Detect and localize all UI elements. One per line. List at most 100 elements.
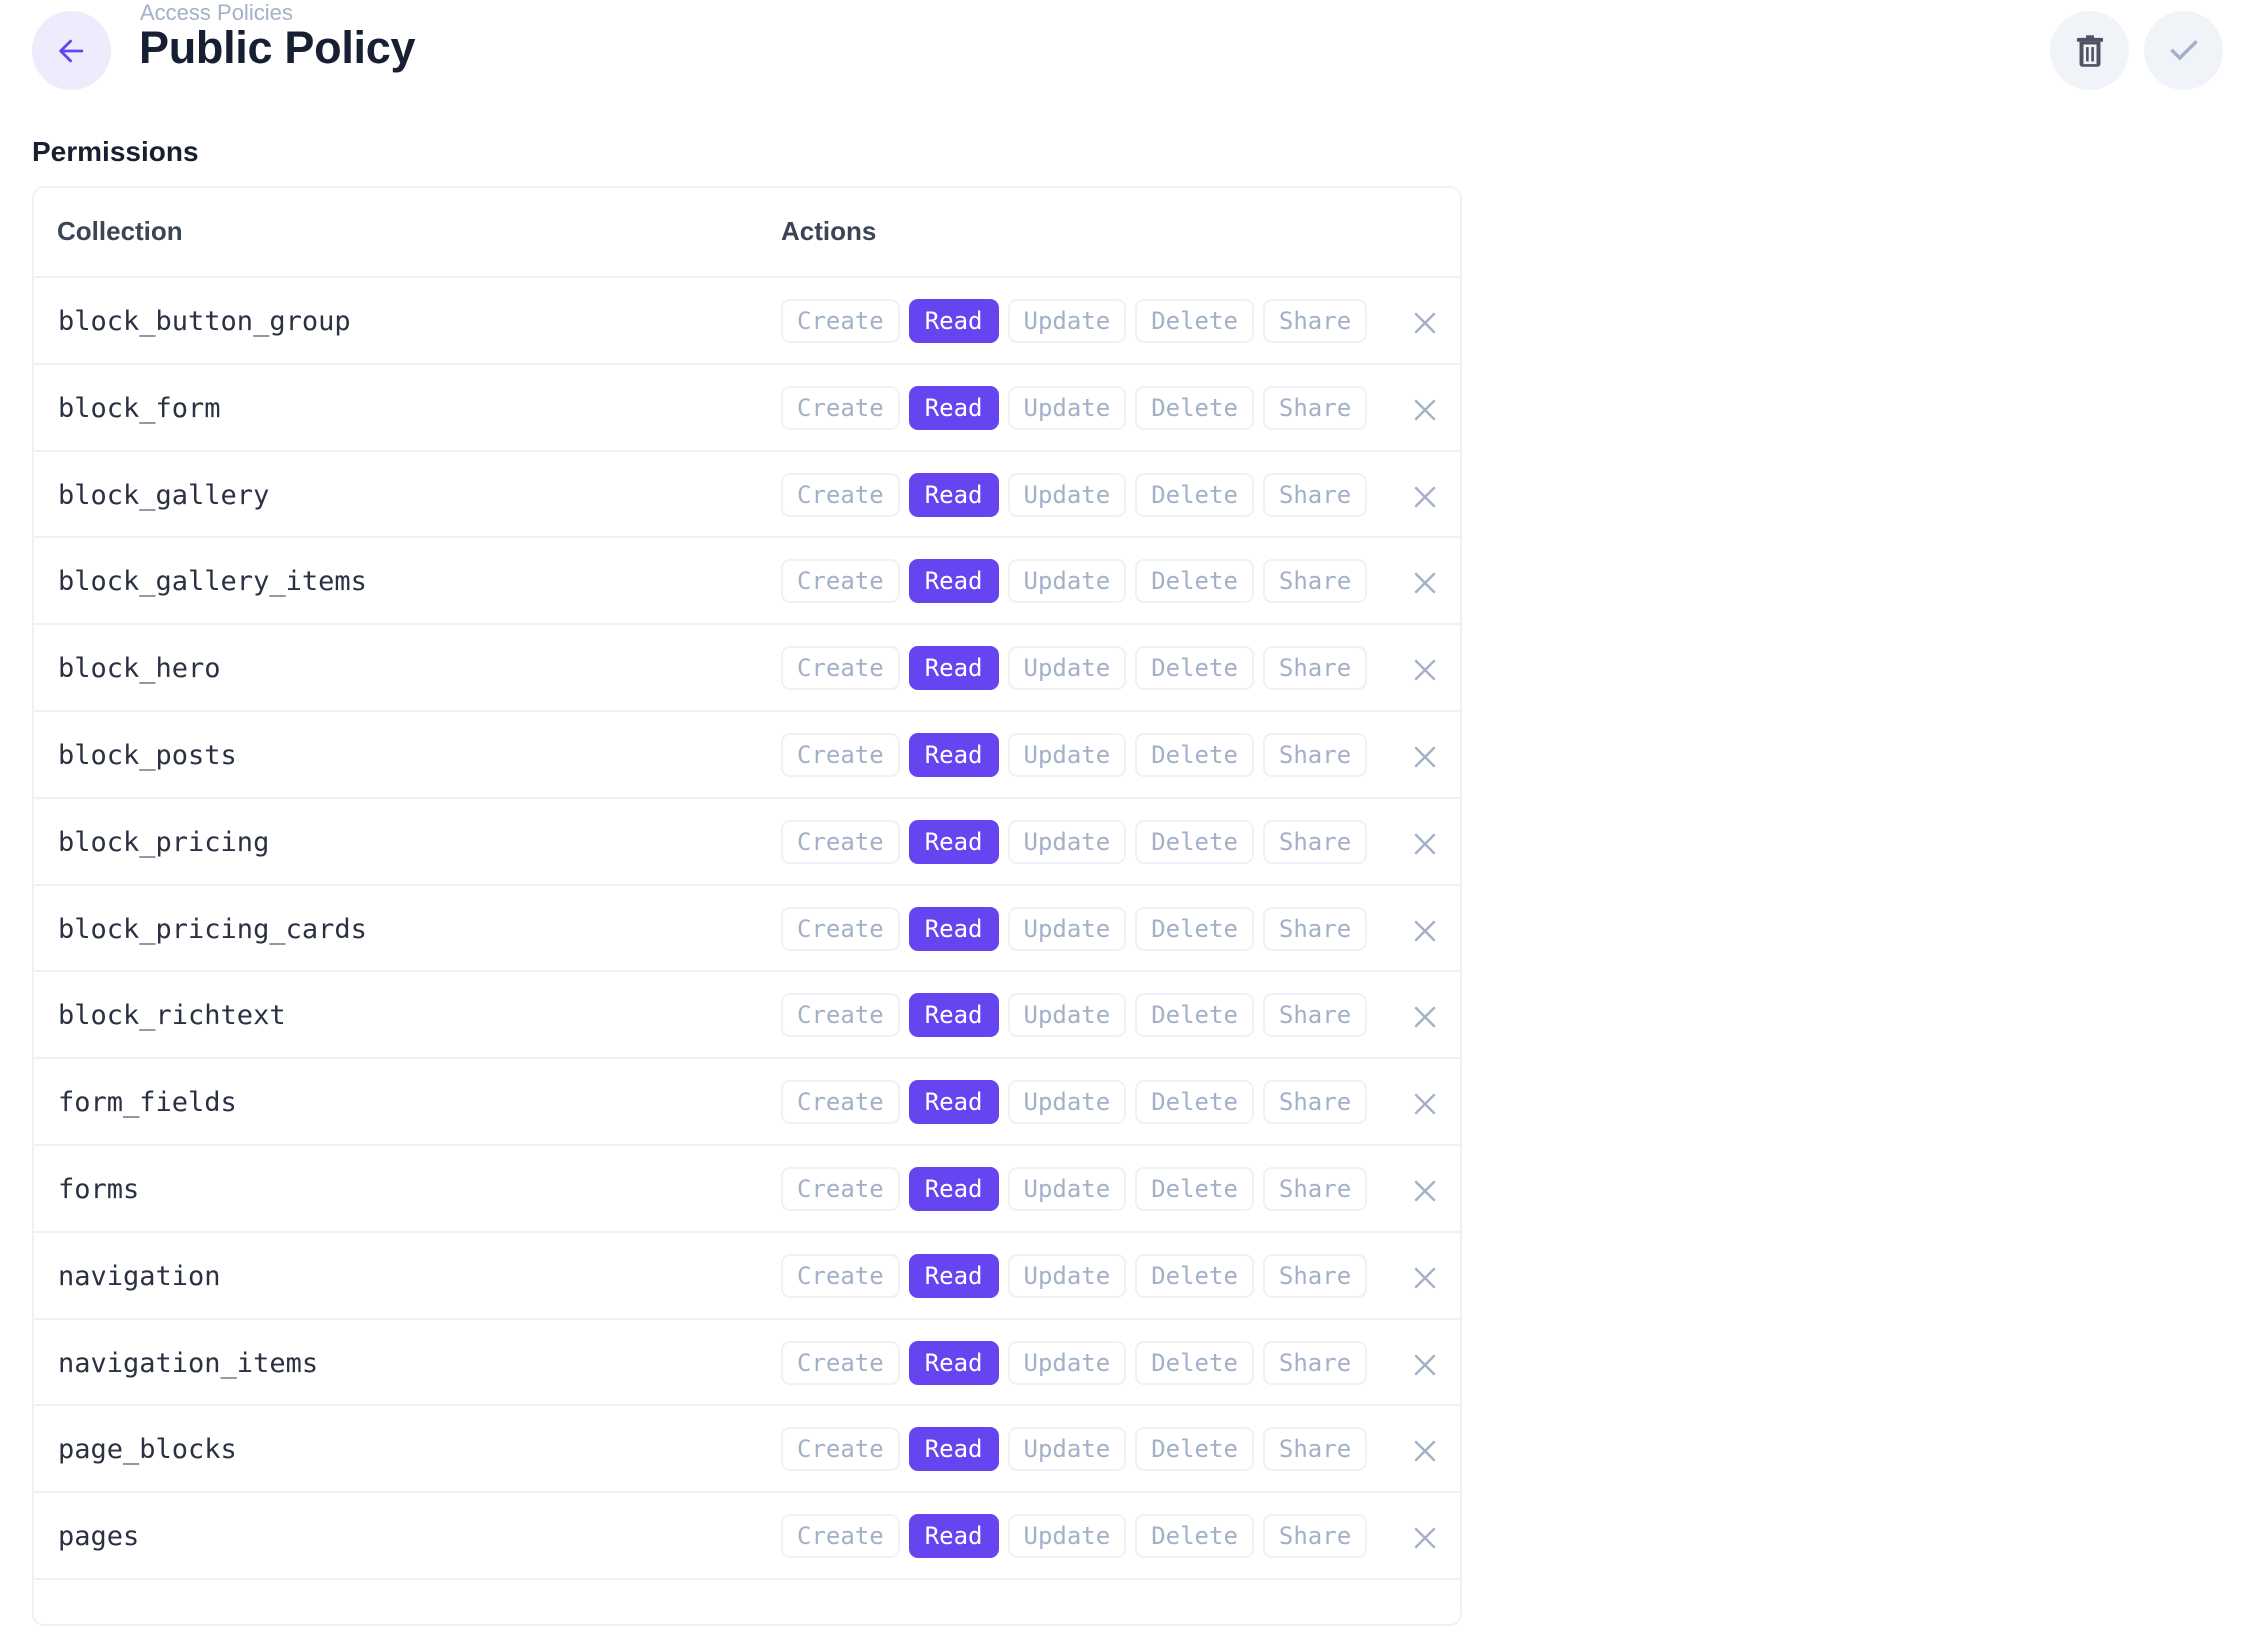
action-toggle-share[interactable]: Share (1262, 472, 1368, 517)
close-icon[interactable] (1412, 918, 1438, 944)
action-toggle-create[interactable]: Create (781, 1080, 900, 1125)
action-toggle-read[interactable]: Read (908, 299, 999, 343)
action-toggle-share[interactable]: Share (1262, 385, 1368, 430)
action-toggle-delete[interactable]: Delete (1135, 906, 1254, 951)
close-icon[interactable] (1412, 1352, 1438, 1378)
action-toggle-delete[interactable]: Delete (1135, 1340, 1254, 1385)
action-toggle-read[interactable]: Read (908, 472, 999, 517)
table-row: page_blocks Create Read Update Delete Share (34, 1406, 1460, 1494)
save-button[interactable] (2144, 11, 2223, 90)
action-toggle-update[interactable]: Update (1007, 732, 1127, 777)
close-icon[interactable] (1412, 1525, 1438, 1551)
action-toggle-update[interactable]: Update (1007, 559, 1127, 604)
action-toggle-update[interactable]: Update (1007, 385, 1127, 430)
action-toggle-create[interactable]: Create (781, 906, 900, 951)
close-icon[interactable] (1412, 310, 1438, 336)
close-icon[interactable] (1412, 1091, 1438, 1117)
action-toggle-share[interactable]: Share (1262, 1253, 1368, 1298)
action-toggle-update[interactable]: Update (1007, 646, 1127, 691)
action-toggle-delete[interactable]: Delete (1135, 1427, 1254, 1472)
action-toggle-delete[interactable]: Delete (1135, 472, 1254, 517)
action-toggle-update[interactable]: Update (1007, 299, 1127, 343)
action-toggle-delete[interactable]: Delete (1135, 385, 1254, 430)
close-icon[interactable] (1412, 397, 1438, 423)
collection-name: block_pricing (58, 826, 270, 858)
close-icon[interactable] (1412, 1438, 1438, 1464)
action-toggle-update[interactable]: Update (1007, 1514, 1127, 1559)
action-toggle-read[interactable]: Read (908, 819, 999, 864)
action-toggle-update[interactable]: Update (1007, 906, 1127, 951)
collection-name: block_posts (58, 739, 237, 771)
action-toggle-update[interactable]: Update (1007, 1080, 1127, 1125)
action-toggle-read[interactable]: Read (908, 559, 999, 604)
action-toggle-update[interactable]: Update (1007, 472, 1127, 517)
action-toggle-read[interactable]: Read (908, 1253, 999, 1298)
action-toggle-delete[interactable]: Delete (1135, 1514, 1254, 1559)
action-toggle-create[interactable]: Create (781, 472, 900, 517)
action-toggle-create[interactable]: Create (781, 385, 900, 430)
action-toggle-update[interactable]: Update (1007, 1253, 1127, 1298)
action-toggle-share[interactable]: Share (1262, 732, 1368, 777)
action-toggle-share[interactable]: Share (1262, 906, 1368, 951)
action-toggle-read[interactable]: Read (908, 385, 999, 430)
action-toggle-read[interactable]: Read (908, 646, 999, 691)
action-toggle-delete[interactable]: Delete (1135, 732, 1254, 777)
action-toggle-share[interactable]: Share (1262, 819, 1368, 864)
action-toggle-update[interactable]: Update (1007, 1427, 1127, 1472)
action-toggle-delete[interactable]: Delete (1135, 993, 1254, 1038)
action-toggle-read[interactable]: Read (908, 1427, 999, 1472)
action-toggle-read[interactable]: Read (908, 993, 999, 1038)
action-toggle-share[interactable]: Share (1262, 1427, 1368, 1472)
action-toggle-read[interactable]: Read (908, 906, 999, 951)
action-toggle-create[interactable]: Create (781, 559, 900, 604)
action-toggle-create[interactable]: Create (781, 1340, 900, 1385)
action-toggle-share[interactable]: Share (1262, 1166, 1368, 1211)
action-toggle-update[interactable]: Update (1007, 819, 1127, 864)
action-toggle-update[interactable]: Update (1007, 1166, 1127, 1211)
close-icon[interactable] (1412, 570, 1438, 596)
close-icon[interactable] (1412, 831, 1438, 857)
close-icon[interactable] (1412, 657, 1438, 683)
close-icon[interactable] (1412, 484, 1438, 510)
breadcrumb[interactable]: Access Policies (140, 0, 293, 25)
action-toggle-delete[interactable]: Delete (1135, 1253, 1254, 1298)
action-toggle-delete[interactable]: Delete (1135, 299, 1254, 343)
action-toggle-share[interactable]: Share (1262, 1080, 1368, 1125)
action-toggles: Create Read Update Delete Share (781, 1080, 1368, 1125)
action-toggle-create[interactable]: Create (781, 1427, 900, 1472)
action-toggle-share[interactable]: Share (1262, 1514, 1368, 1559)
close-icon[interactable] (1412, 1178, 1438, 1204)
action-toggle-create[interactable]: Create (781, 1253, 900, 1298)
action-toggle-share[interactable]: Share (1262, 559, 1368, 604)
action-toggle-create[interactable]: Create (781, 299, 900, 343)
page-title: Public Policy (139, 22, 416, 73)
close-icon[interactable] (1412, 1004, 1438, 1030)
action-toggle-update[interactable]: Update (1007, 993, 1127, 1038)
action-toggle-share[interactable]: Share (1262, 993, 1368, 1038)
action-toggle-update[interactable]: Update (1007, 1340, 1127, 1385)
action-toggle-create[interactable]: Create (781, 646, 900, 691)
action-toggle-read[interactable]: Read (908, 732, 999, 777)
close-icon[interactable] (1412, 744, 1438, 770)
action-toggle-read[interactable]: Read (908, 1166, 999, 1211)
action-toggle-read[interactable]: Read (908, 1514, 999, 1559)
delete-button[interactable] (2050, 11, 2129, 90)
close-icon[interactable] (1412, 1265, 1438, 1291)
action-toggle-share[interactable]: Share (1262, 646, 1368, 691)
back-button[interactable] (32, 11, 111, 90)
action-toggle-share[interactable]: Share (1262, 1340, 1368, 1385)
action-toggle-create[interactable]: Create (781, 1166, 900, 1211)
action-toggle-delete[interactable]: Delete (1135, 1080, 1254, 1125)
action-toggle-create[interactable]: Create (781, 1514, 900, 1559)
action-toggle-share[interactable]: Share (1262, 299, 1368, 343)
action-toggle-read[interactable]: Read (908, 1080, 999, 1125)
collection-name: block_gallery_items (58, 566, 367, 598)
action-toggle-create[interactable]: Create (781, 993, 900, 1038)
action-toggle-delete[interactable]: Delete (1135, 819, 1254, 864)
action-toggle-delete[interactable]: Delete (1135, 646, 1254, 691)
action-toggle-create[interactable]: Create (781, 819, 900, 864)
action-toggle-create[interactable]: Create (781, 732, 900, 777)
action-toggle-delete[interactable]: Delete (1135, 1166, 1254, 1211)
action-toggle-read[interactable]: Read (908, 1340, 999, 1385)
action-toggle-delete[interactable]: Delete (1135, 559, 1254, 604)
